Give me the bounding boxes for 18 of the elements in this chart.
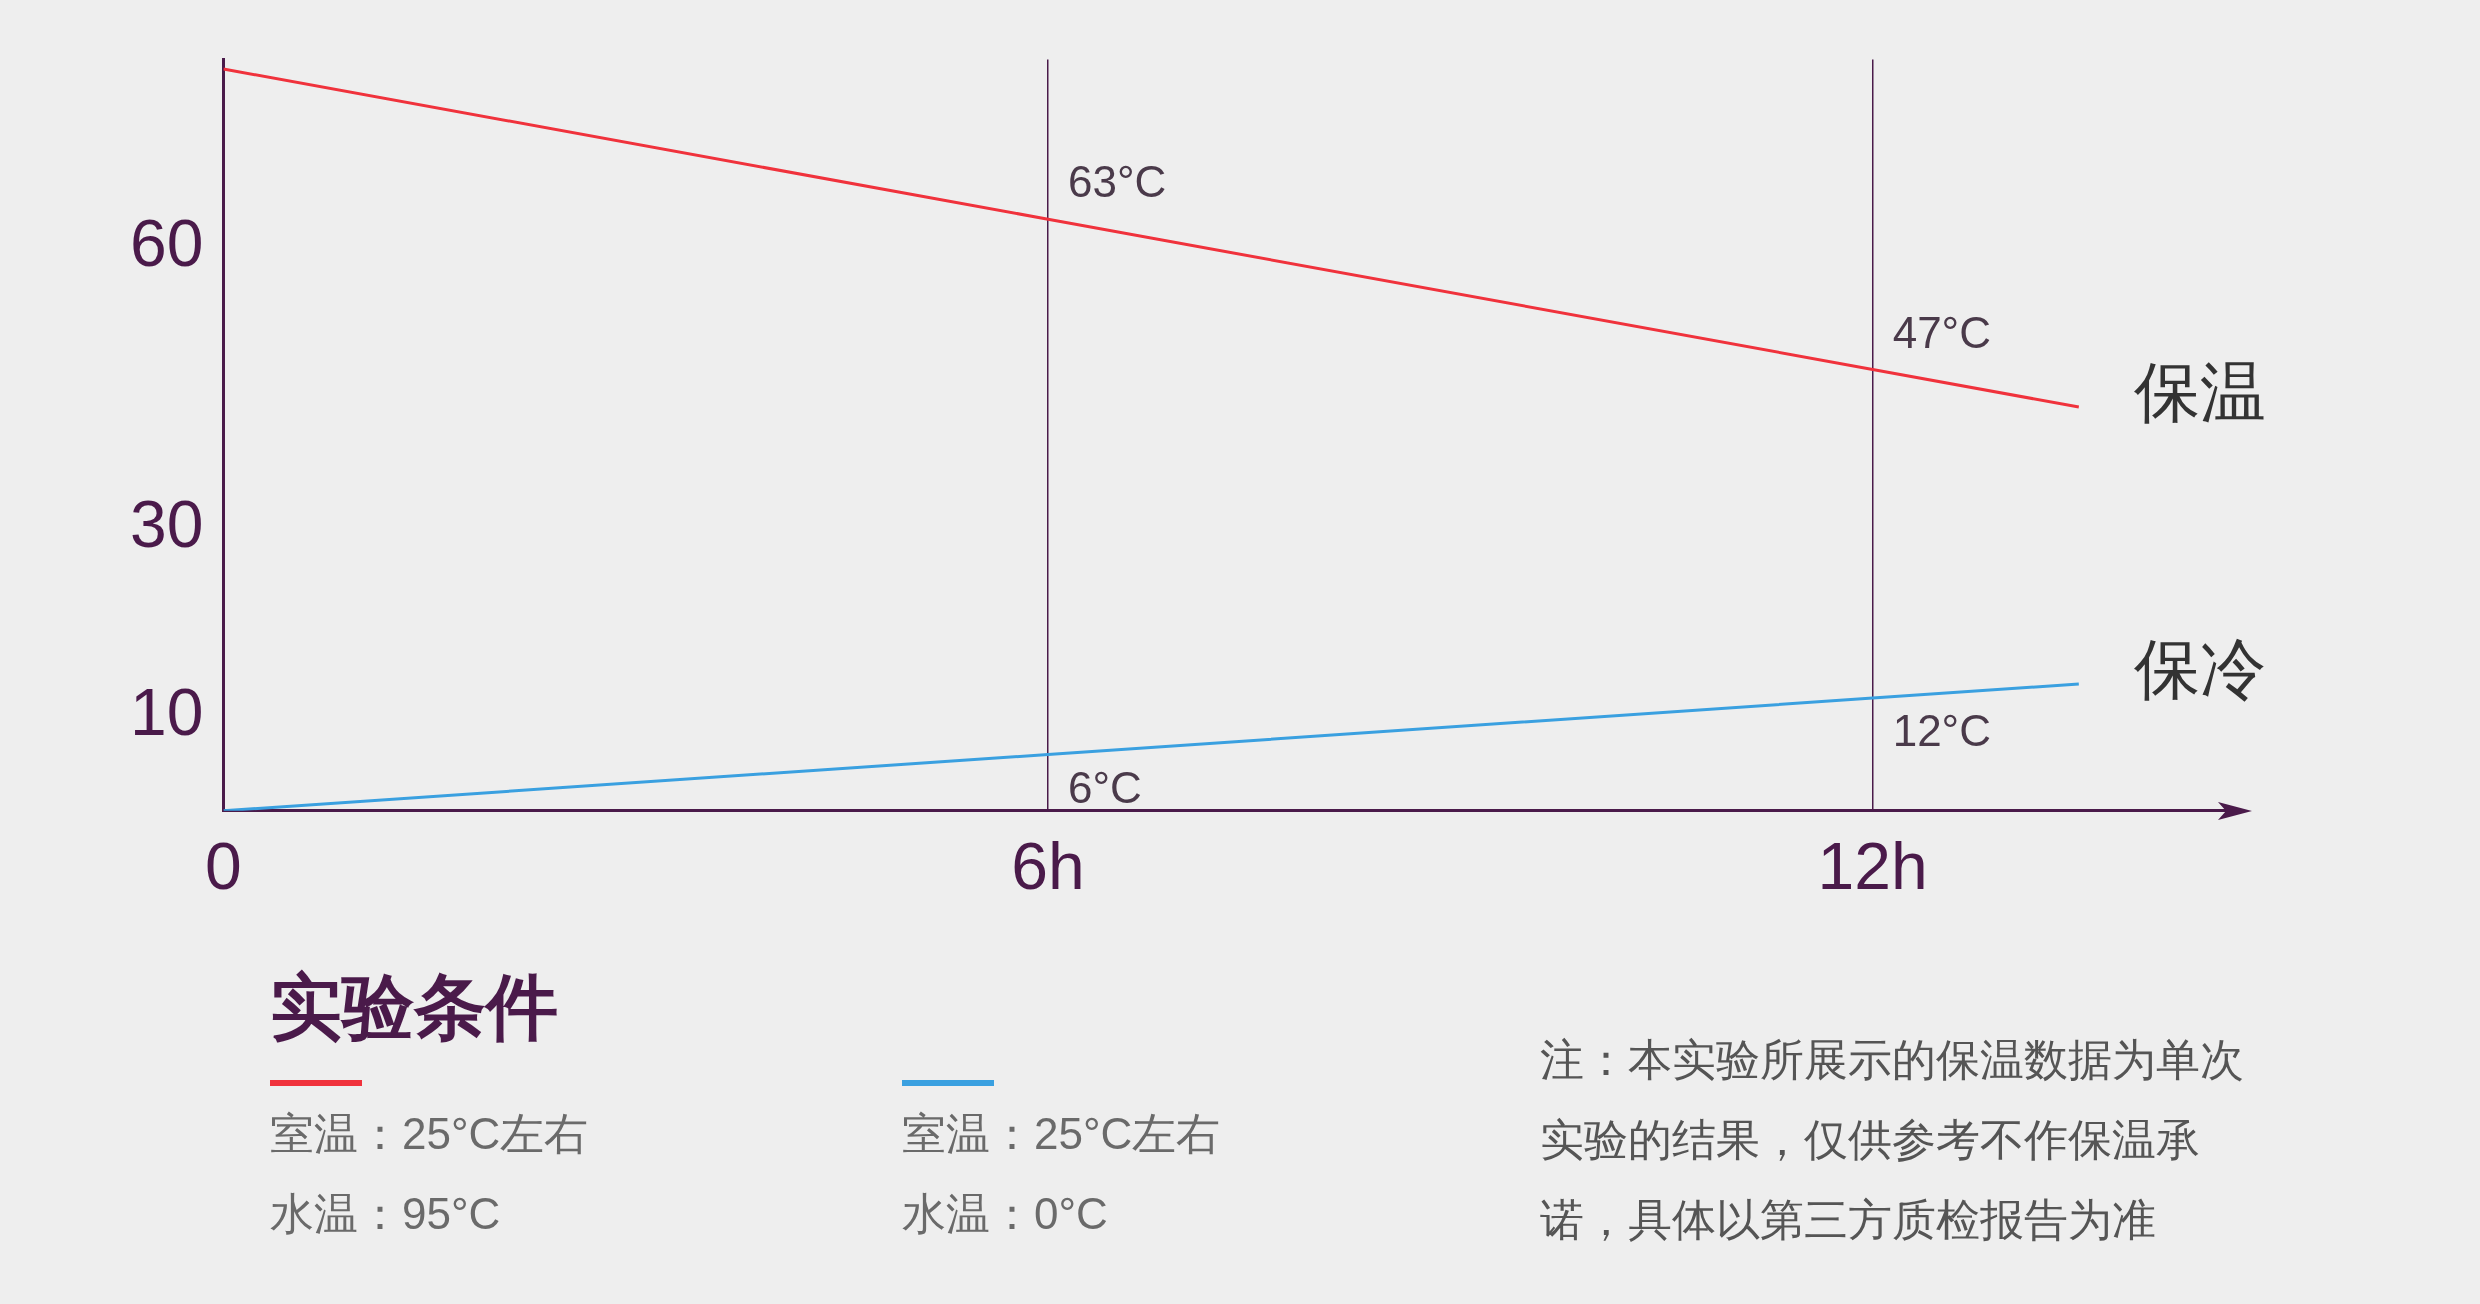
legend-title: 实验条件 bbox=[270, 966, 558, 1049]
text: 室温：25°C左右 bbox=[270, 1108, 589, 1160]
text: 水温：0°C bbox=[902, 1188, 1109, 1240]
series-label: 保温 bbox=[2133, 355, 2266, 430]
data-label: 63°C bbox=[1068, 157, 1167, 207]
series-label: 保冷 bbox=[2133, 632, 2266, 707]
data-label: 47°C bbox=[1892, 307, 1991, 357]
data-label: 12°C bbox=[1892, 706, 1991, 756]
text: 注：本实验所展示的保温数据为单次实验的结果，仅供参考不作保温承诺，具体以第三方质检报告为准 bbox=[1540, 1034, 2245, 1246]
y-tick-label: 60 bbox=[129, 205, 204, 280]
text: 水温：95°C bbox=[270, 1188, 502, 1240]
y-tick-label: 30 bbox=[129, 487, 204, 562]
x-tick-label: 6h bbox=[1011, 828, 1085, 903]
text: 室温：25°C左右 bbox=[902, 1108, 1221, 1160]
data-label: 6°C bbox=[1068, 762, 1142, 812]
x-tick-label: 0 bbox=[205, 828, 242, 903]
y-tick-label: 10 bbox=[129, 675, 204, 750]
x-tick-label: 12h bbox=[1817, 828, 1928, 903]
